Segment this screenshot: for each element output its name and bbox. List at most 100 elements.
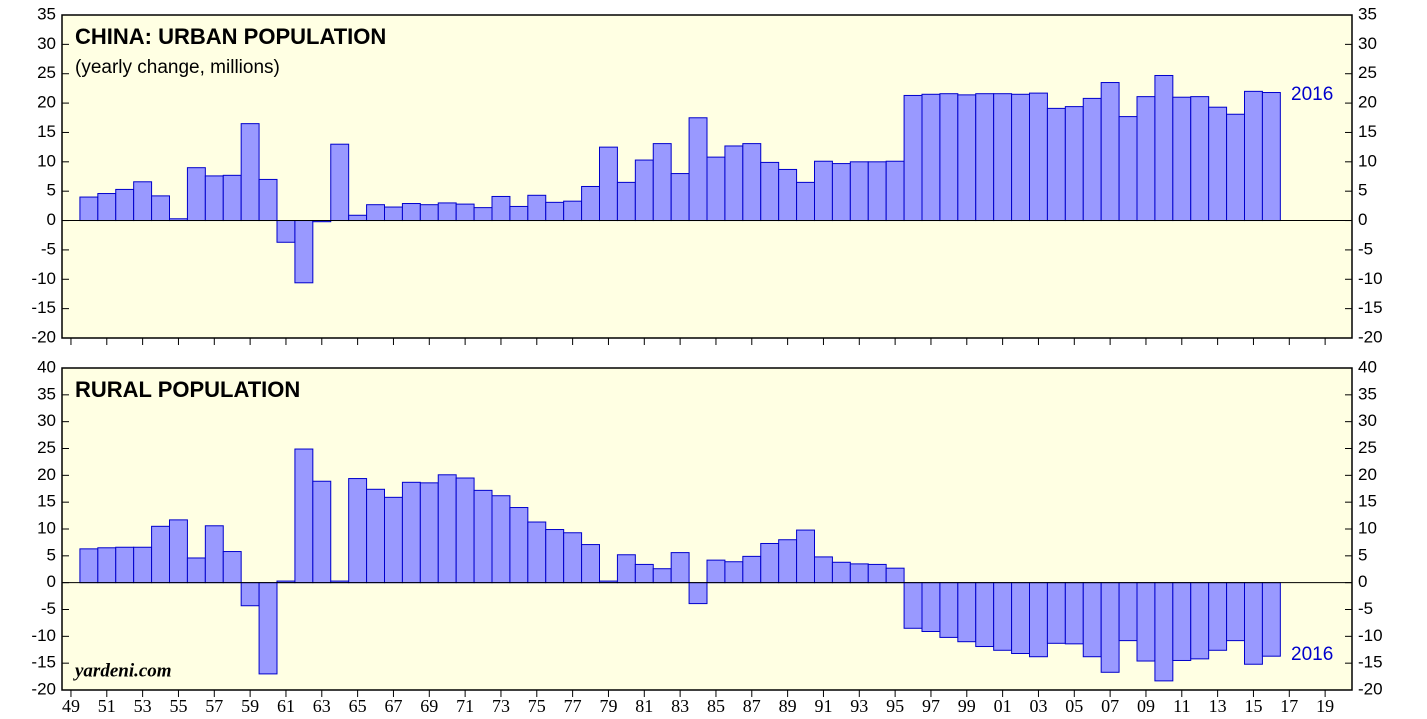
- y-tick-label-right: -5: [1358, 599, 1373, 618]
- bar: [867, 563, 887, 584]
- y-tick-label-right: -5: [1358, 239, 1373, 258]
- bar: [921, 582, 941, 633]
- x-tick-label: 91: [814, 696, 832, 716]
- y-tick-label: -20: [31, 679, 56, 698]
- y-tick-label-right: 35: [1358, 384, 1377, 403]
- bar: [330, 143, 350, 222]
- y-tick-label-right: -20: [1358, 679, 1383, 698]
- bar: [1190, 582, 1210, 660]
- bar: [885, 160, 905, 222]
- bar: [652, 568, 672, 584]
- x-tick-label: 17: [1280, 696, 1298, 716]
- bar: [1029, 92, 1048, 222]
- x-tick-label: 01: [994, 696, 1012, 716]
- bar: [760, 542, 780, 584]
- bar: [384, 206, 403, 222]
- y-tick-label: -5: [41, 599, 56, 618]
- x-tick-label: 05: [1065, 696, 1083, 716]
- bar: [634, 159, 654, 222]
- bar: [778, 539, 798, 584]
- bar: [491, 195, 511, 222]
- bar: [1046, 107, 1066, 222]
- y-tick-label: 15: [37, 492, 56, 511]
- x-tick-label: 53: [134, 696, 152, 716]
- y-tick-label: -20: [31, 327, 56, 346]
- bar: [563, 200, 583, 222]
- bar: [401, 203, 421, 222]
- bar: [348, 214, 368, 222]
- bar: [294, 220, 314, 284]
- bar: [760, 161, 780, 222]
- y-tick-label: 5: [47, 545, 56, 564]
- y-tick-label-right: -10: [1358, 626, 1383, 645]
- bar: [1226, 113, 1246, 222]
- bar: [670, 173, 690, 222]
- bar: [796, 181, 815, 222]
- bar: [939, 93, 959, 222]
- y-tick-label: 35: [37, 4, 56, 23]
- bar: [831, 561, 851, 584]
- bar: [240, 123, 260, 222]
- bar: [222, 174, 242, 222]
- bar: [706, 559, 726, 584]
- y-tick-label: 20: [37, 93, 56, 112]
- bar: [204, 525, 224, 584]
- bar: [348, 478, 368, 584]
- x-tick-label: 03: [1029, 696, 1047, 716]
- bar: [545, 529, 565, 584]
- bar: [401, 481, 421, 584]
- bar: [133, 181, 153, 222]
- bar: [993, 93, 1013, 222]
- bar: [921, 93, 941, 222]
- bar: [437, 474, 457, 584]
- bar: [527, 521, 547, 584]
- bar: [688, 582, 708, 605]
- y-tick-label: 30: [37, 411, 56, 430]
- bar: [1154, 582, 1174, 682]
- x-tick-label: 73: [492, 696, 510, 716]
- x-tick-label: 77: [564, 696, 582, 716]
- bar: [1082, 97, 1102, 222]
- x-tick-label: 85: [707, 696, 725, 716]
- y-tick-label: 20: [37, 465, 56, 484]
- x-tick-label: 89: [779, 696, 797, 716]
- bar: [545, 201, 565, 222]
- bar: [133, 546, 153, 584]
- bar: [151, 525, 170, 584]
- bar: [455, 477, 475, 584]
- bar: [384, 496, 403, 584]
- bar: [599, 146, 618, 222]
- bar: [169, 519, 188, 584]
- x-tick-label: 81: [635, 696, 653, 716]
- bar: [975, 93, 995, 222]
- annotation: 2016: [1291, 84, 1333, 105]
- y-tick-label-right: -15: [1358, 298, 1383, 317]
- x-tick-label: 95: [886, 696, 904, 716]
- bar: [831, 163, 851, 222]
- y-tick-label: -5: [41, 239, 56, 258]
- bar: [903, 582, 923, 629]
- bar: [276, 220, 296, 243]
- bar: [1100, 582, 1120, 673]
- bar: [670, 552, 690, 584]
- bar: [1064, 582, 1084, 645]
- bar: [1226, 582, 1246, 642]
- x-tick-label: 99: [958, 696, 976, 716]
- bar: [437, 202, 457, 222]
- panel-title: CHINA: URBAN POPULATION: [75, 24, 386, 49]
- bar: [1136, 96, 1156, 222]
- bar: [1011, 93, 1030, 222]
- x-tick-label: 79: [599, 696, 617, 716]
- bar: [849, 161, 869, 222]
- y-tick-label-right: 40: [1358, 357, 1377, 376]
- x-tick-label: 19: [1316, 696, 1334, 716]
- x-tick-label: 87: [743, 696, 761, 716]
- bar: [885, 567, 905, 584]
- bar: [742, 555, 762, 584]
- bar: [1261, 582, 1281, 657]
- y-tick-label: -15: [31, 298, 56, 317]
- bar: [1190, 96, 1210, 222]
- bar: [1118, 582, 1138, 642]
- y-tick-label: 25: [37, 63, 56, 82]
- x-tick-label: 83: [671, 696, 689, 716]
